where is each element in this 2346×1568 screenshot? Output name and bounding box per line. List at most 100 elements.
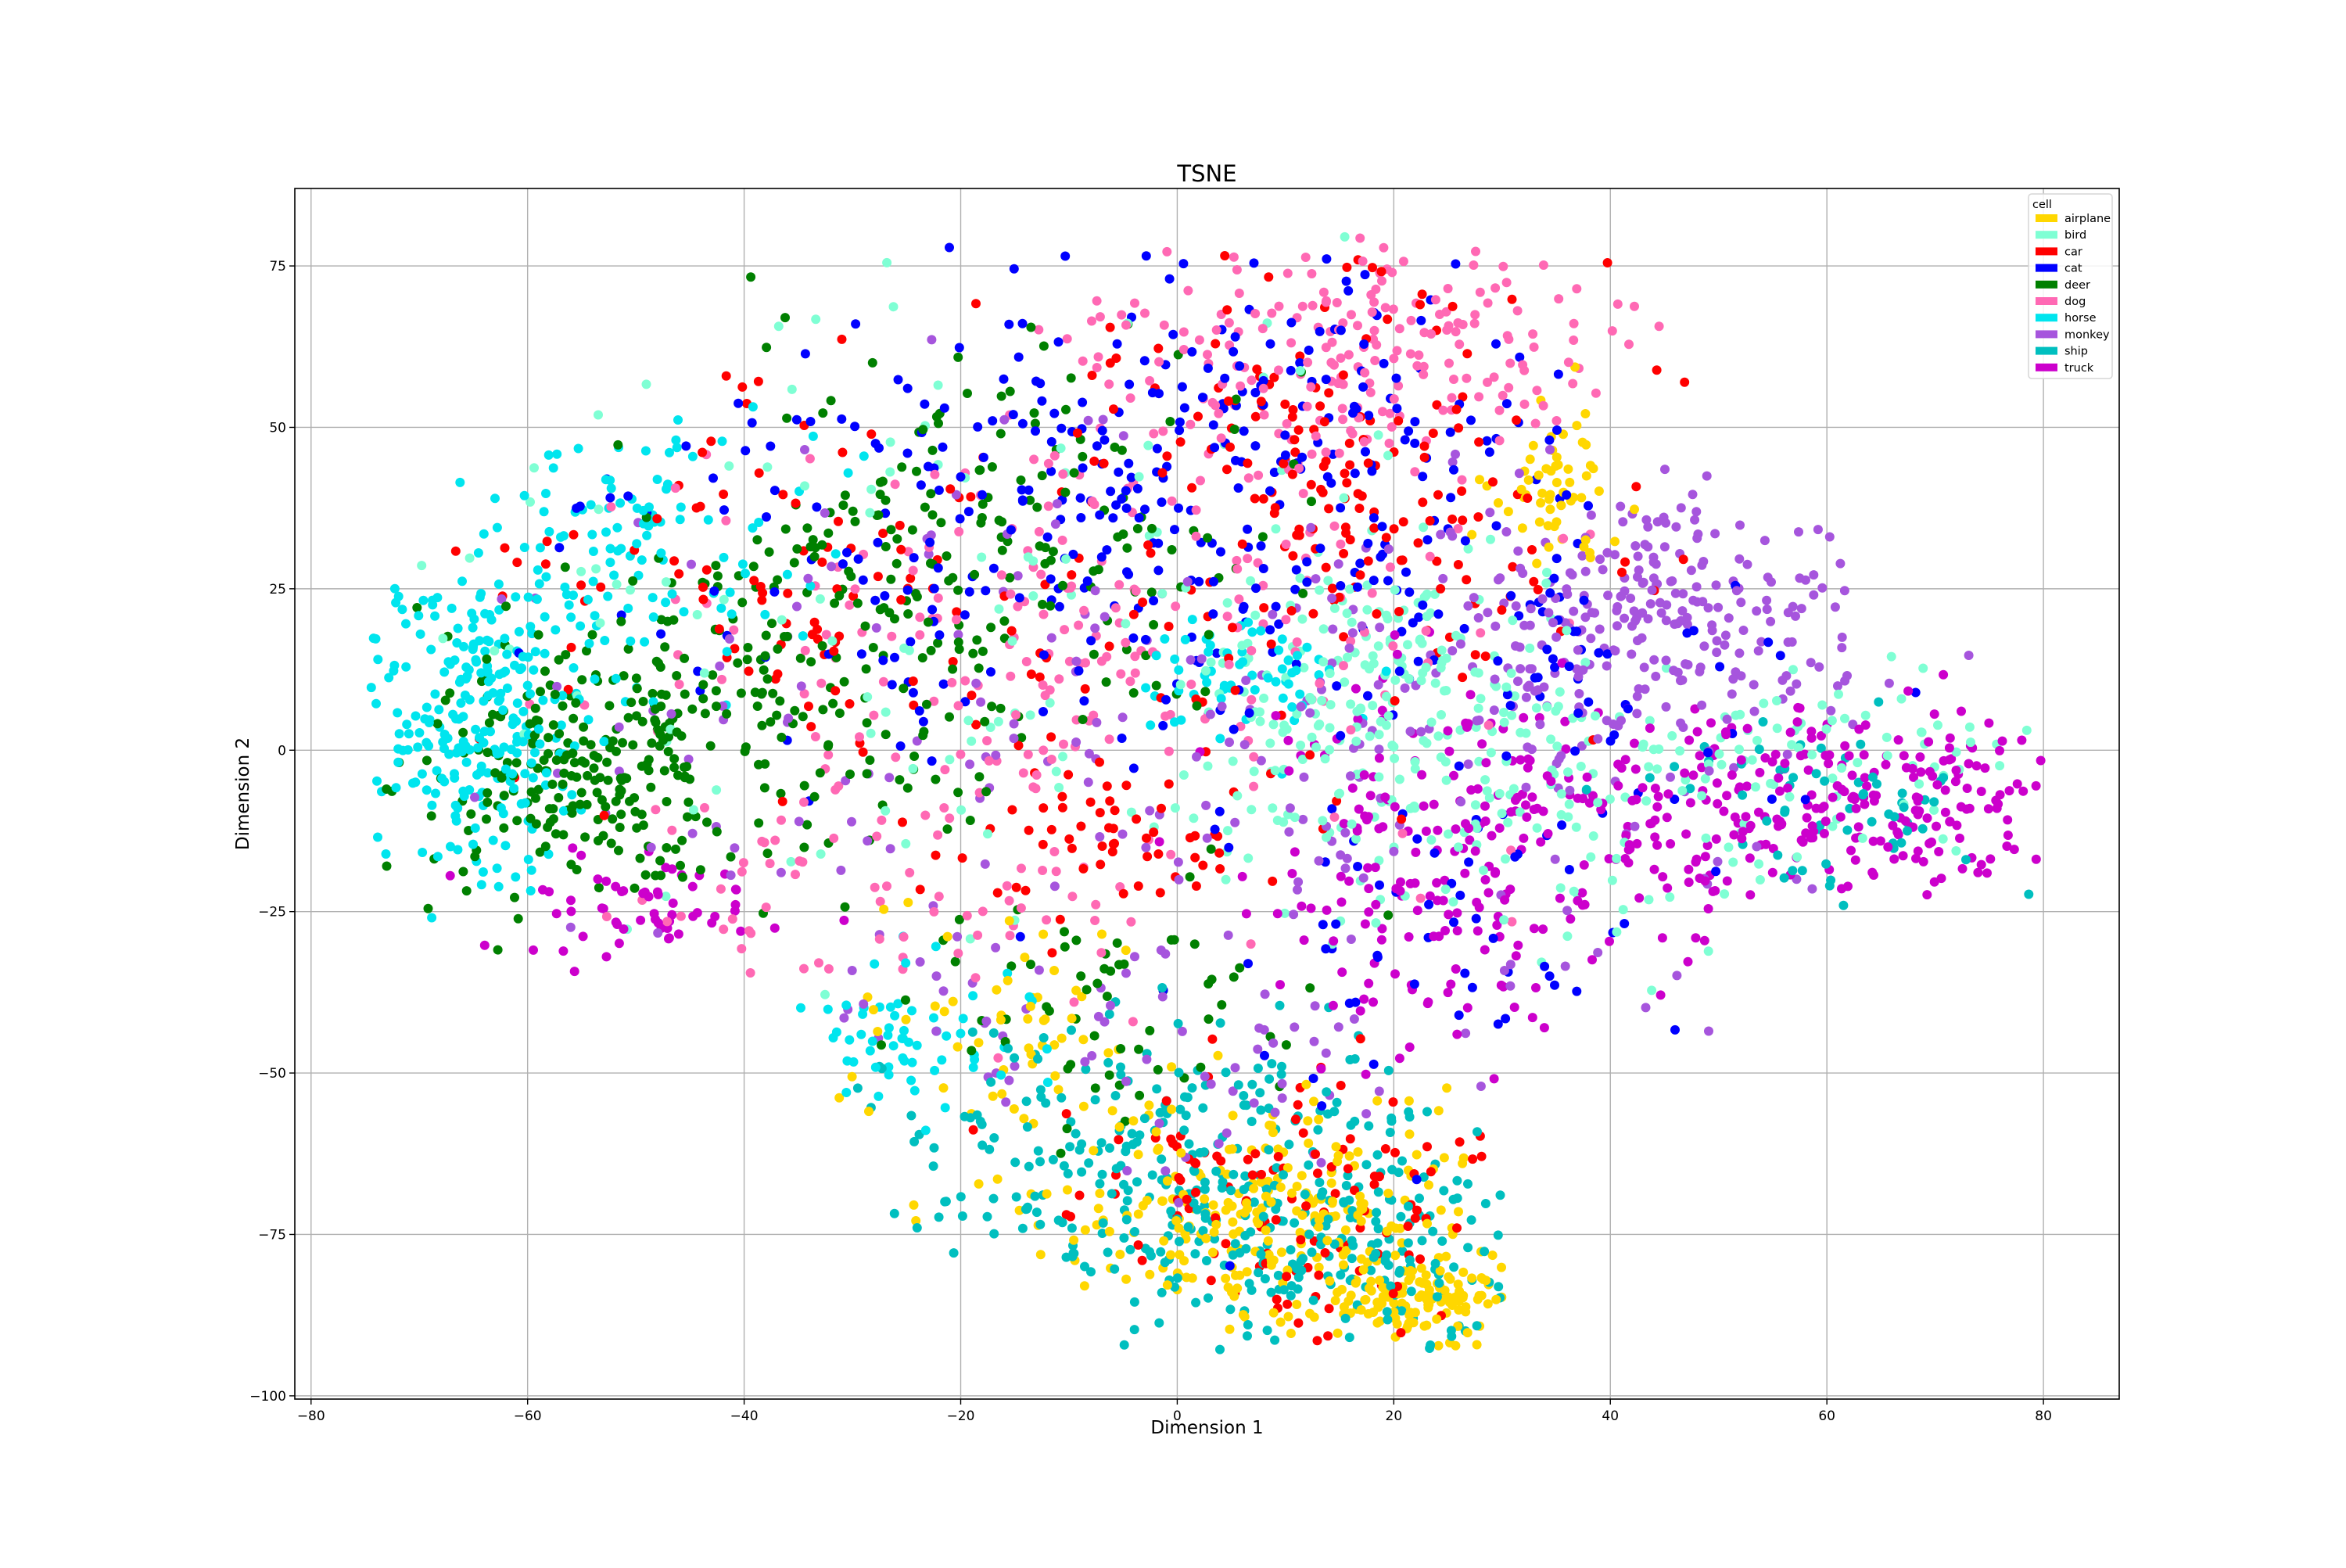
point-truck [1888, 821, 1897, 831]
point-ship [1859, 789, 1868, 798]
point-car [1433, 490, 1443, 500]
point-cat [1117, 494, 1126, 504]
point-car [838, 448, 847, 457]
point-deer [567, 804, 576, 813]
point-bird [1390, 676, 1400, 685]
point-truck [1817, 804, 1826, 813]
point-monkey [1697, 701, 1706, 710]
point-airplane [1121, 1275, 1131, 1284]
point-cat [1018, 495, 1028, 504]
point-monkey [803, 574, 812, 583]
point-airplane [1081, 1225, 1090, 1235]
point-ship [913, 1223, 922, 1233]
point-horse [431, 789, 440, 798]
point-deer [424, 904, 433, 913]
point-deer [997, 392, 1006, 401]
point-monkey [1345, 644, 1354, 653]
point-cat [906, 637, 915, 647]
point-cat [1392, 374, 1401, 383]
point-airplane [1019, 1114, 1028, 1123]
point-monkey [1297, 702, 1306, 712]
point-cat [1114, 468, 1123, 477]
point-car [1308, 609, 1318, 619]
point-cat [1055, 602, 1064, 612]
point-monkey [1641, 684, 1650, 694]
point-deer [1061, 405, 1071, 414]
point-bird [529, 463, 539, 472]
point-monkey [886, 844, 895, 853]
point-cat [842, 548, 852, 558]
point-deer [510, 893, 519, 902]
point-airplane [1434, 1106, 1444, 1115]
point-cat [1165, 274, 1175, 284]
point-monkey [1784, 637, 1793, 647]
point-deer [761, 651, 770, 661]
point-ship [1286, 1291, 1296, 1301]
point-bird [2022, 726, 2032, 735]
point-airplane [1546, 466, 1555, 475]
point-monkey [1490, 622, 1500, 631]
point-truck [1359, 995, 1368, 1004]
point-deer [1076, 971, 1085, 981]
point-monkey [1527, 664, 1537, 673]
point-deer [913, 592, 922, 601]
point-deer [974, 663, 984, 673]
point-bird [1343, 653, 1352, 662]
point-truck [1663, 813, 1672, 822]
point-monkey [1155, 1119, 1164, 1128]
point-dog [1378, 407, 1387, 416]
point-truck [1930, 709, 1939, 719]
point-dog [1094, 352, 1103, 361]
point-car [1389, 1289, 1398, 1298]
point-truck [1364, 979, 1373, 989]
point-horse [448, 710, 457, 719]
point-dog [1346, 426, 1355, 436]
point-monkey [1203, 834, 1212, 843]
point-deer [466, 809, 475, 819]
point-horse [494, 579, 504, 589]
point-deer [792, 544, 802, 554]
point-bird [1433, 731, 1443, 741]
point-ship [1200, 1178, 1210, 1187]
point-bird [1556, 883, 1566, 892]
point-airplane [1069, 1236, 1078, 1245]
point-cat [1594, 648, 1603, 658]
point-car [1488, 477, 1498, 486]
point-deer [897, 462, 906, 472]
point-airplane [1454, 1207, 1463, 1216]
point-dog [1505, 359, 1515, 368]
point-dog [766, 859, 775, 868]
point-truck [1919, 857, 1928, 867]
point-car [969, 1125, 978, 1135]
point-dog [791, 870, 800, 879]
point-horse [653, 475, 662, 484]
point-monkey [1130, 952, 1139, 961]
point-ship [1496, 1190, 1505, 1200]
point-truck [1951, 777, 1960, 786]
point-deer [561, 650, 570, 659]
point-monkey [1001, 1097, 1010, 1107]
point-horse [479, 697, 488, 706]
point-horse [454, 624, 463, 633]
point-ship [1397, 1157, 1407, 1166]
point-cat [1623, 704, 1633, 713]
point-car [1056, 915, 1065, 924]
point-cat [1355, 558, 1365, 568]
point-bird [1384, 711, 1394, 720]
point-dog [1254, 471, 1263, 480]
point-airplane [1453, 1291, 1462, 1301]
point-dog [1186, 420, 1195, 429]
point-airplane [1333, 1288, 1342, 1297]
point-ship [1105, 1143, 1114, 1153]
point-horse [1274, 645, 1283, 655]
point-dog [1476, 288, 1485, 297]
point-cat [1545, 971, 1555, 981]
point-deer [967, 1046, 976, 1055]
point-ship [1290, 1218, 1299, 1228]
point-horse [640, 637, 649, 647]
point-cat [917, 480, 926, 490]
point-horse [1043, 1078, 1053, 1087]
point-cat [1245, 709, 1254, 718]
point-truck [1742, 781, 1752, 791]
point-dog [1386, 562, 1395, 572]
